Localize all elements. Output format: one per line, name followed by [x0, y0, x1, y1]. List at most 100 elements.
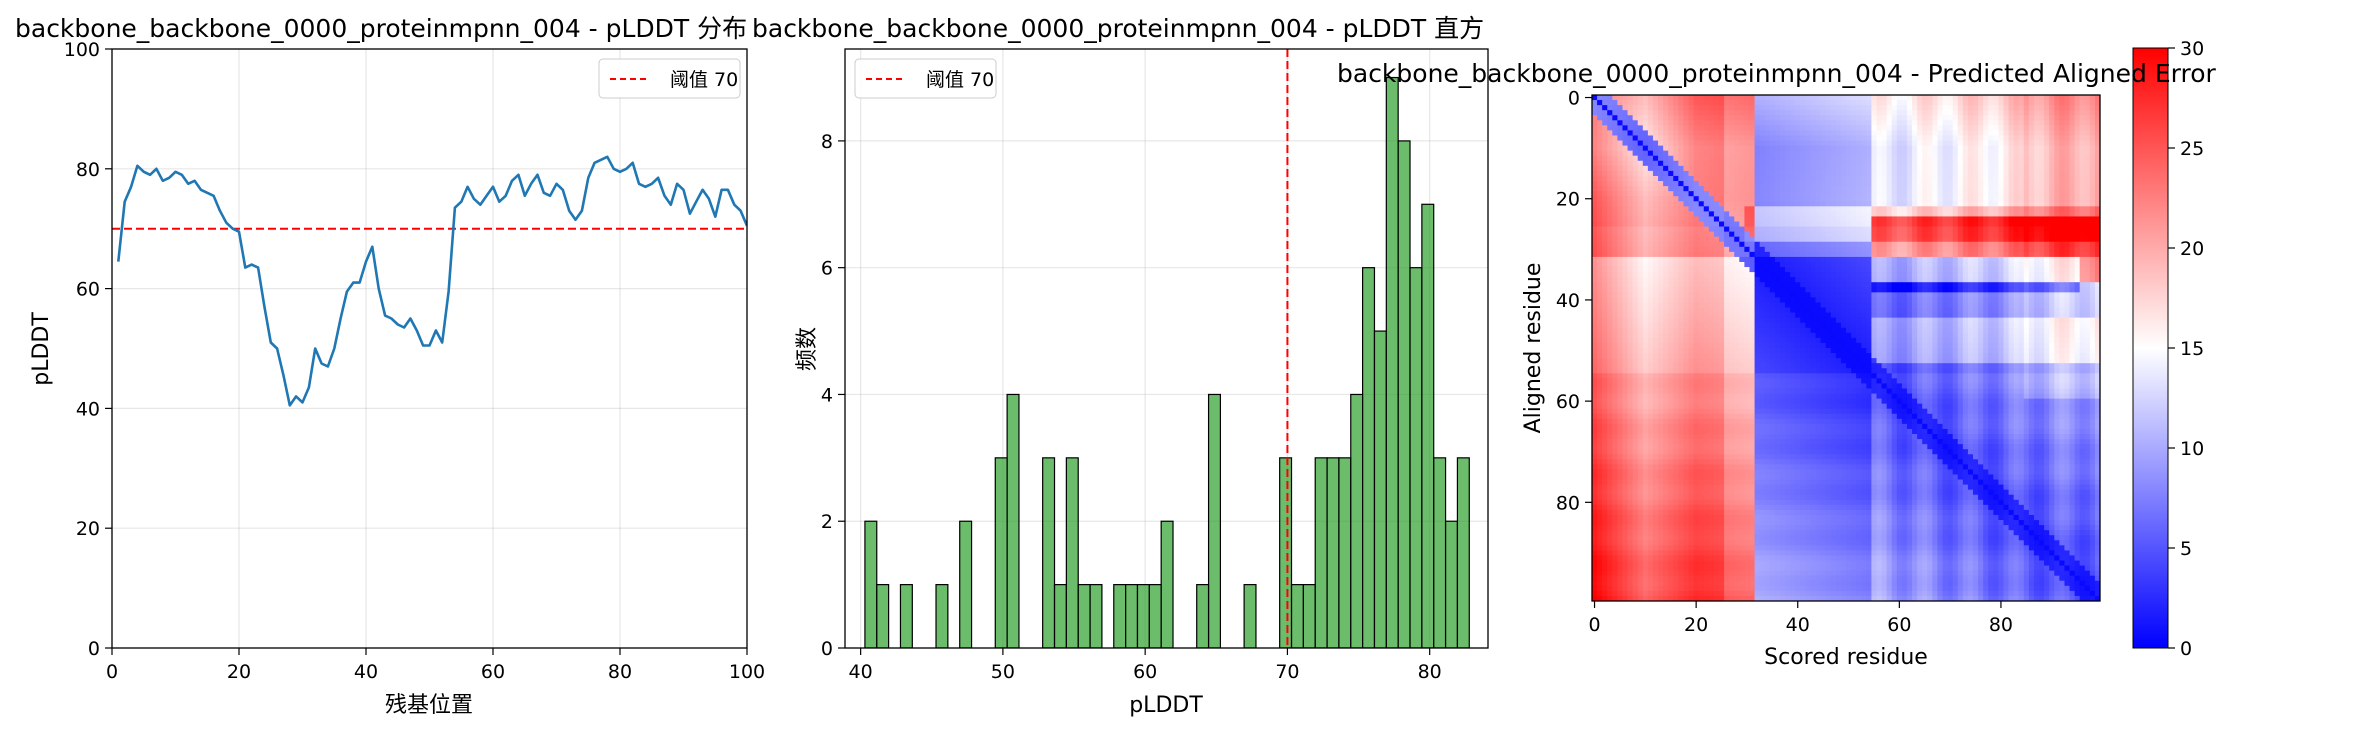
pae-cell	[1622, 155, 1628, 162]
pae-cell	[1851, 95, 1857, 101]
pae-cell	[1917, 100, 1923, 106]
pae-cell	[2013, 95, 2020, 101]
pae-cell	[1983, 251, 1989, 258]
pae-cell	[1693, 231, 1700, 238]
pae-cell	[1683, 201, 1689, 207]
pae-cell	[1764, 135, 1771, 141]
pae-cell	[2013, 241, 2020, 248]
pae-cell	[1754, 105, 1761, 111]
pae-cell	[1967, 327, 1974, 334]
pae-cell	[1795, 130, 1801, 136]
pae-cell	[1637, 226, 1644, 233]
pae-cell	[1830, 277, 1837, 283]
pae-cell	[2008, 120, 2015, 126]
pae-cell	[2003, 241, 2009, 248]
pae-cell	[1693, 277, 1700, 283]
pae-cell	[1881, 100, 1888, 106]
pae-cell	[1805, 337, 1811, 344]
pae-cell	[1663, 312, 1669, 319]
pae-cell	[1978, 95, 1984, 101]
pae-cell	[1993, 236, 1999, 243]
pae-cell	[2049, 302, 2055, 308]
pae-cell	[1810, 312, 1816, 319]
pae-cell	[1627, 125, 1634, 131]
pae-cell	[2008, 327, 2015, 334]
pae-cell	[1779, 277, 1786, 283]
pae-cell	[2044, 272, 2050, 278]
pae-cell	[1719, 292, 1725, 298]
pae-cell	[1886, 317, 1893, 324]
pae-cell	[1688, 170, 1694, 177]
pae-cell	[1698, 186, 1705, 192]
pae-cell	[2054, 115, 2060, 121]
pae-cell	[2003, 125, 2009, 131]
pae-cell	[2023, 251, 2030, 258]
pae-cell	[1663, 196, 1669, 202]
pae-cell	[1790, 135, 1796, 141]
pae-cell	[1602, 150, 1608, 157]
pae-cell	[2013, 216, 2020, 222]
pae-cell	[1759, 211, 1766, 217]
pae-cell	[2039, 317, 2045, 324]
pae-cell	[1871, 120, 1877, 126]
pae-cell	[2059, 140, 2065, 146]
pae-cell	[1663, 216, 1669, 222]
pae-cell	[1622, 110, 1628, 116]
pae-cell	[1744, 150, 1750, 157]
pae-cell	[1632, 196, 1639, 202]
pae-cell	[1810, 160, 1816, 167]
pae-cell	[1912, 206, 1918, 212]
pae-cell	[1861, 231, 1867, 238]
pae-cell	[1627, 246, 1634, 253]
pae-cell	[2054, 175, 2060, 182]
pae-cell	[1856, 277, 1862, 283]
pae-cell	[1861, 307, 1867, 313]
pae-cell	[1830, 337, 1837, 344]
pae-cell	[1800, 110, 1806, 116]
pae-cell	[1820, 287, 1827, 293]
pae-cell	[1901, 150, 1908, 157]
pae-cell	[1785, 261, 1791, 268]
pae-cell	[2013, 100, 2020, 106]
pae-cell	[1693, 181, 1700, 187]
pae-cell	[1927, 246, 1933, 253]
pae-cell	[1724, 186, 1730, 192]
pae-cell	[1693, 145, 1700, 152]
pae-cell	[1922, 186, 1928, 192]
pae-cell	[1698, 140, 1705, 146]
pae-cell	[2013, 211, 2020, 217]
pae-cell	[1663, 267, 1669, 273]
pae-cell	[1805, 196, 1811, 202]
pae-cell	[1952, 170, 1959, 177]
pae-cell	[1993, 317, 1999, 324]
pae-cell	[1658, 241, 1664, 248]
pae-cell	[1668, 196, 1674, 202]
pae-cell	[2059, 297, 2065, 303]
pae-cell	[2018, 120, 2025, 126]
pae-cell	[1724, 135, 1730, 141]
pae-cell	[1998, 302, 2004, 308]
pae-cell	[1861, 297, 1867, 303]
pae-cell	[1825, 150, 1832, 157]
pae-cell	[1851, 155, 1857, 162]
pae-cell	[1790, 322, 1796, 329]
pae-cell	[2039, 105, 2045, 111]
pae-cell	[2054, 246, 2060, 253]
pae-cell	[2094, 332, 2101, 339]
pae-cell	[1652, 297, 1659, 303]
pae-cell	[2084, 186, 2091, 192]
pae-cell	[2023, 272, 2030, 278]
pae-cell	[2028, 317, 2035, 324]
pae-cell	[1891, 155, 1898, 162]
pae-cell	[1988, 236, 1994, 243]
pae-cell	[2003, 287, 2009, 293]
pae-cell	[1729, 150, 1735, 157]
pae-cell	[1962, 191, 1969, 197]
pae-cell	[1729, 206, 1735, 212]
pae-cell	[1891, 125, 1898, 131]
pae-cell	[1607, 150, 1613, 157]
pae-cell	[1724, 145, 1730, 152]
pae-cell	[1922, 221, 1928, 227]
pae-cell	[1876, 272, 1882, 278]
pae-cell	[1866, 145, 1872, 152]
